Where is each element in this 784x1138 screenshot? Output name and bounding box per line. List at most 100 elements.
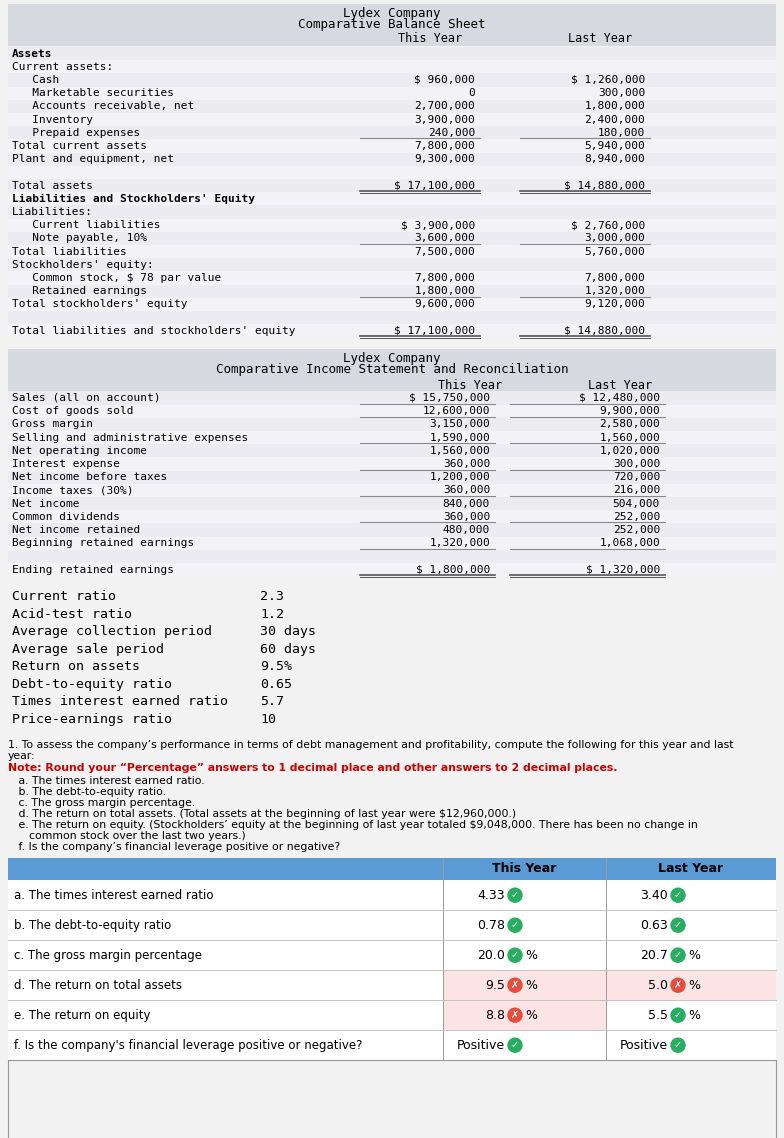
Text: Times interest earned ratio: Times interest earned ratio (12, 695, 228, 708)
Text: Net operating income: Net operating income (12, 446, 147, 455)
Bar (8, 166, 776, 179)
Circle shape (671, 1008, 685, 1022)
Bar (8, 324, 776, 337)
Text: $ 12,480,000: $ 12,480,000 (579, 393, 660, 403)
Text: 9,600,000: 9,600,000 (414, 299, 475, 310)
Circle shape (508, 1038, 522, 1053)
Text: Common dividends: Common dividends (12, 512, 120, 521)
Text: 1,590,000: 1,590,000 (430, 432, 490, 443)
Text: 0.78: 0.78 (477, 918, 505, 932)
Text: Plant and equipment, net: Plant and equipment, net (12, 154, 174, 164)
Text: Current assets:: Current assets: (12, 61, 113, 72)
Bar (8, 880, 776, 910)
Text: Retained earnings: Retained earnings (12, 286, 147, 296)
Bar (8, 471, 776, 484)
Text: This Year: This Year (438, 379, 502, 393)
Text: 7,800,000: 7,800,000 (414, 273, 475, 283)
Text: Ending retained earnings: Ending retained earnings (12, 564, 174, 575)
Text: Total assets: Total assets (12, 181, 93, 190)
Text: Cash: Cash (12, 75, 60, 85)
Text: 3,600,000: 3,600,000 (414, 233, 475, 244)
Bar (8, 298, 776, 311)
Text: 3,900,000: 3,900,000 (414, 115, 475, 124)
Text: 1. To assess the company’s performance in terms of debt management and profitabi: 1. To assess the company’s performance i… (8, 740, 734, 750)
Bar (8, 484, 776, 497)
Text: c. The gross margin percentage: c. The gross margin percentage (14, 949, 202, 962)
Bar (8, 5, 776, 46)
Text: 5,760,000: 5,760,000 (584, 247, 645, 256)
Text: Cost of goods sold: Cost of goods sold (12, 406, 133, 417)
Bar (8, 537, 776, 550)
Bar (8, 391, 776, 405)
Text: $ 14,880,000: $ 14,880,000 (564, 325, 645, 336)
Circle shape (671, 1038, 685, 1053)
Text: Acid-test ratio: Acid-test ratio (12, 608, 132, 620)
Text: $ 17,100,000: $ 17,100,000 (394, 325, 475, 336)
Bar (8, 550, 776, 563)
Text: 30 days: 30 days (260, 625, 316, 638)
Text: 840,000: 840,000 (443, 498, 490, 509)
Text: 8.8: 8.8 (485, 1008, 505, 1022)
Bar (8, 971, 776, 1000)
Text: 5.5: 5.5 (648, 1008, 668, 1022)
Bar (8, 1000, 776, 1030)
Text: Average sale period: Average sale period (12, 643, 164, 655)
Text: Comparative Income Statement and Reconciliation: Comparative Income Statement and Reconci… (216, 363, 568, 377)
Text: %: % (688, 1008, 700, 1022)
Circle shape (671, 888, 685, 902)
Bar (8, 47, 776, 60)
Bar (8, 139, 776, 152)
Text: ✓: ✓ (511, 1040, 519, 1050)
Text: Net income retained: Net income retained (12, 525, 140, 535)
Text: Prepaid expenses: Prepaid expenses (12, 127, 140, 138)
Text: ✓: ✓ (511, 921, 519, 930)
Bar (8, 113, 776, 126)
Text: 252,000: 252,000 (613, 525, 660, 535)
Text: e. The return on equity: e. The return on equity (14, 1008, 151, 1022)
Bar (8, 73, 776, 86)
Bar (8, 940, 776, 971)
Text: Return on assets: Return on assets (12, 660, 140, 674)
Text: ✗: ✗ (511, 1011, 519, 1020)
Bar (443, 971, 606, 1000)
Text: Interest expense: Interest expense (12, 459, 120, 469)
Circle shape (508, 918, 522, 932)
Text: 0.65: 0.65 (260, 678, 292, 691)
Text: 1,200,000: 1,200,000 (430, 472, 490, 483)
Text: 1,020,000: 1,020,000 (599, 446, 660, 455)
Circle shape (508, 979, 522, 992)
Text: d. The return on total assets. (Total assets at the beginning of last year were : d. The return on total assets. (Total as… (8, 809, 516, 819)
Bar (8, 232, 776, 245)
Text: 0: 0 (468, 88, 475, 98)
Bar (8, 444, 776, 457)
Text: Total liabilities: Total liabilities (12, 247, 127, 256)
Text: Total liabilities and stockholders' equity: Total liabilities and stockholders' equi… (12, 325, 296, 336)
Text: 180,000: 180,000 (597, 127, 645, 138)
Text: year:: year: (8, 751, 35, 761)
Circle shape (508, 948, 522, 963)
Bar (8, 431, 776, 444)
Text: 2,700,000: 2,700,000 (414, 101, 475, 112)
Text: This Year: This Year (398, 32, 462, 46)
Text: 1,560,000: 1,560,000 (599, 432, 660, 443)
Text: a. The times interest earned ratio.: a. The times interest earned ratio. (8, 776, 205, 786)
Text: 9.5%: 9.5% (260, 660, 292, 674)
Text: 0.63: 0.63 (641, 918, 668, 932)
Bar (8, 563, 776, 576)
Bar (8, 192, 776, 205)
Text: common stock over the last two years.): common stock over the last two years.) (8, 831, 245, 841)
Text: Selling and administrative expenses: Selling and administrative expenses (12, 432, 249, 443)
Bar (8, 205, 776, 218)
Text: Last Year: Last Year (588, 379, 652, 393)
Text: Debt-to-equity ratio: Debt-to-equity ratio (12, 678, 172, 691)
Text: 240,000: 240,000 (428, 127, 475, 138)
Text: 8,940,000: 8,940,000 (584, 154, 645, 164)
Text: ✓: ✓ (511, 950, 519, 960)
Text: 216,000: 216,000 (613, 485, 660, 495)
Text: ✗: ✗ (674, 980, 682, 990)
Text: 3,000,000: 3,000,000 (584, 233, 645, 244)
Text: 1,320,000: 1,320,000 (430, 538, 490, 549)
Bar (8, 405, 776, 418)
Text: %: % (525, 949, 537, 962)
Text: Positive: Positive (620, 1039, 668, 1052)
